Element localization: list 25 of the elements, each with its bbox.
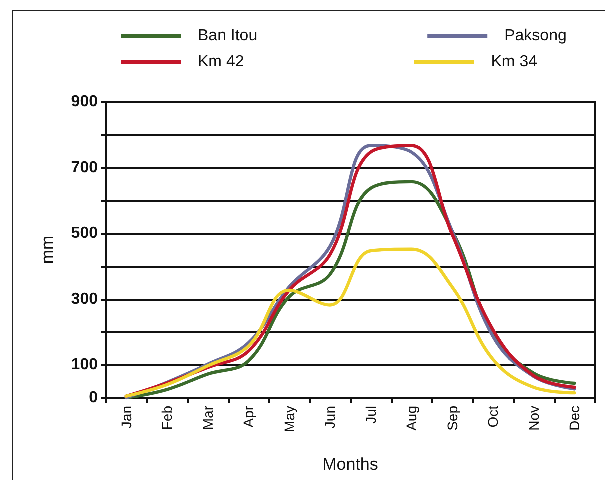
x-tick-label: Feb <box>159 406 176 430</box>
legend-label: Km 34 <box>491 54 538 70</box>
x-tick-label: Sep <box>444 406 460 431</box>
y-tick-label: 300 <box>71 290 98 308</box>
y-tick-label: 500 <box>71 225 98 242</box>
x-tick-label: Aug <box>404 406 420 431</box>
x-tick-label: May <box>281 406 298 432</box>
legend-label: Ban Itou <box>198 28 258 44</box>
x-tick-label: Jul <box>362 406 379 424</box>
y-tick-label: 700 <box>71 159 98 176</box>
y-tick-label: 100 <box>71 356 98 374</box>
x-tick-label: Mar <box>200 406 216 430</box>
legend-label: Km 42 <box>198 54 244 70</box>
x-tick-label: Apr <box>240 406 257 428</box>
line-series <box>124 248 576 398</box>
x-tick-label: Jun <box>322 406 338 429</box>
y-tick-label: 900 <box>71 94 98 110</box>
legend-label: Paksong <box>504 28 567 44</box>
x-tick-label: Jan <box>118 406 134 429</box>
x-axis-title: Months <box>322 455 378 474</box>
x-tick-label: Nov <box>526 406 542 431</box>
y-tick-label: 0 <box>89 390 98 406</box>
x-tick-label: Oct <box>485 406 502 428</box>
y-axis-title: mm <box>38 236 57 264</box>
x-tick-label: Dec <box>566 406 583 431</box>
